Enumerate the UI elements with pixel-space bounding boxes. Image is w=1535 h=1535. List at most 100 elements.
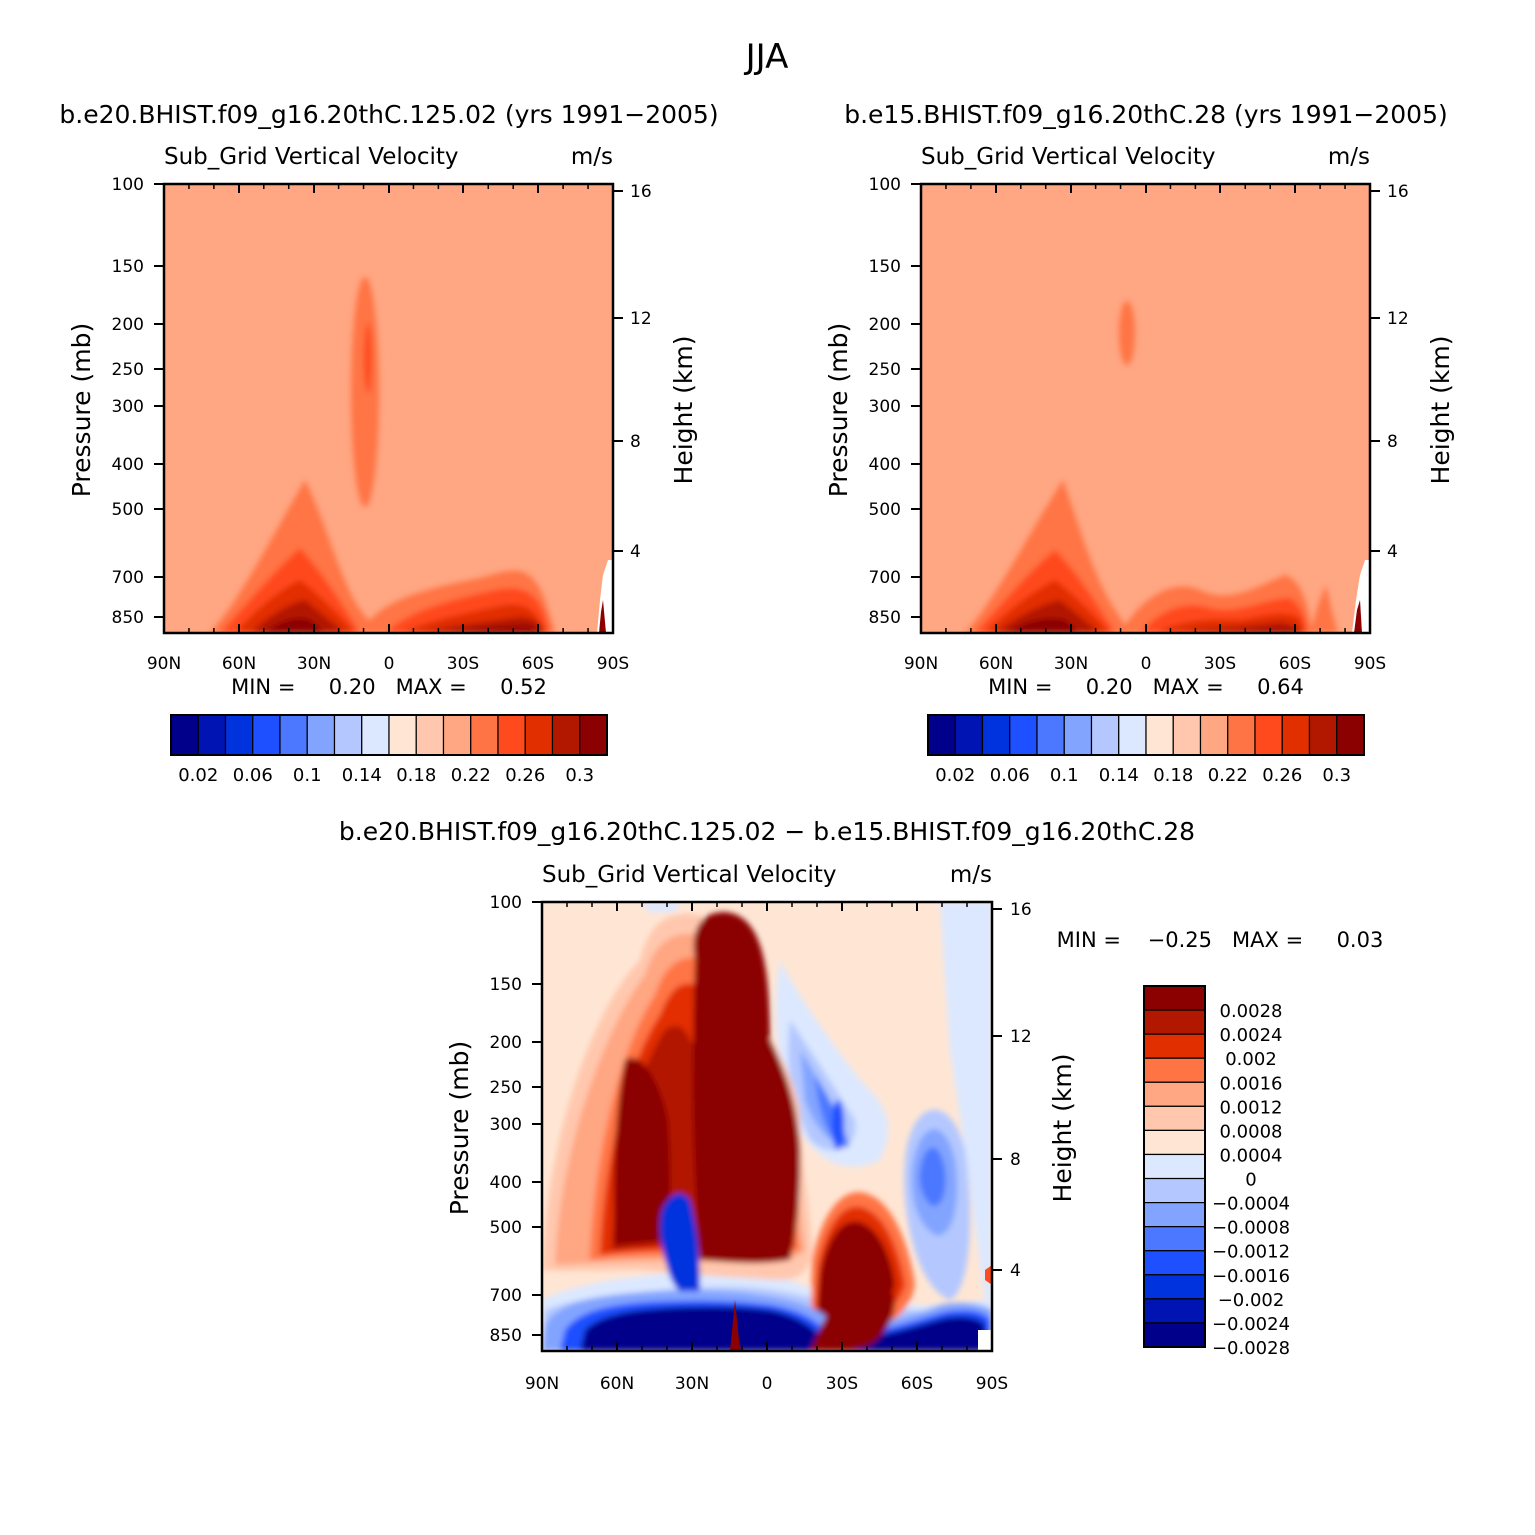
colorbar-label: 0.26 bbox=[505, 765, 545, 786]
y-tick-label: 700 bbox=[490, 1286, 522, 1306]
x-tick-label: 30S bbox=[826, 1374, 858, 1394]
x-tick-label: 30N bbox=[675, 1374, 709, 1394]
x-tick-label: 0 bbox=[1141, 654, 1152, 674]
panel-right-units: m/s bbox=[1328, 144, 1370, 170]
x-tick-label: 60S bbox=[1279, 654, 1311, 674]
colorbar-swatch bbox=[1090, 714, 1120, 756]
colorbar-label: −0.0008 bbox=[1212, 1218, 1290, 1239]
y-right-tick-label: 4 bbox=[1387, 542, 1398, 562]
y-tick-label: 700 bbox=[112, 568, 144, 588]
colorbar-label: 0.02 bbox=[935, 765, 975, 786]
colorbar-swatch bbox=[1143, 1105, 1206, 1132]
colorbar-swatch bbox=[470, 714, 499, 756]
panel-diff-colorbar: 0.0028 0.0024 0.002 0.0016 0.0012 0.0008 0.000… bbox=[1143, 985, 1290, 1359]
colorbar-swatch bbox=[1281, 714, 1311, 756]
colorbar-swatch bbox=[361, 714, 390, 756]
x-tick-label: 90N bbox=[525, 1374, 559, 1394]
y-tick-label: 250 bbox=[490, 1078, 522, 1098]
stats-label: MIN = 0.20 MAX = 0.52 bbox=[231, 675, 547, 699]
panel-diff-axes bbox=[532, 901, 1002, 1351]
y-tick-label: 400 bbox=[490, 1173, 522, 1193]
y-tick-label: 100 bbox=[869, 175, 901, 195]
colorbar-label: 0.1 bbox=[293, 765, 322, 786]
y-tick-label: 400 bbox=[869, 455, 901, 475]
y-tick-label: 850 bbox=[112, 608, 144, 628]
y-tick-label: 150 bbox=[490, 975, 522, 995]
colorbar-swatch bbox=[1199, 714, 1229, 756]
colorbar-swatch bbox=[1143, 1153, 1206, 1180]
colorbar-swatch bbox=[1143, 1081, 1206, 1107]
colorbar-swatch bbox=[170, 714, 199, 756]
colorbar-label: 0.0004 bbox=[1220, 1145, 1283, 1166]
panel-left-axes bbox=[154, 183, 623, 633]
x-tick-label: 90N bbox=[147, 654, 181, 674]
colorbar-swatch bbox=[333, 714, 363, 756]
colorbar-swatch bbox=[954, 714, 984, 756]
colorbar-label: 0.3 bbox=[1322, 765, 1351, 786]
y-tick-label: 200 bbox=[112, 315, 144, 335]
colorbar-swatch bbox=[1143, 1298, 1206, 1324]
colorbar-swatch bbox=[1036, 714, 1065, 756]
y-tick-label: 300 bbox=[112, 397, 144, 417]
y-tick-label: 500 bbox=[112, 500, 144, 520]
colorbar-label: 0.14 bbox=[342, 765, 382, 786]
y-right-axis-label: Height (km) bbox=[1426, 336, 1455, 485]
colorbar-swatch bbox=[1336, 714, 1365, 756]
y-tick-label: 200 bbox=[869, 315, 901, 335]
colorbar-label: 0 bbox=[1245, 1170, 1256, 1191]
colorbar-swatch bbox=[442, 714, 472, 756]
panel-diff: b.e20.BHIST.f09_g16.20thC.125.02 − b.e15… bbox=[339, 817, 1383, 1394]
panel-left-units: m/s bbox=[571, 144, 613, 170]
stats-label: MIN = −0.25 MAX = 0.03 bbox=[1057, 928, 1384, 952]
colorbar-label: 0.22 bbox=[1208, 765, 1248, 786]
colorbar-swatch bbox=[197, 714, 227, 756]
colorbar-swatch bbox=[1143, 1033, 1206, 1059]
colorbar-swatch bbox=[1143, 1129, 1206, 1156]
colorbar-swatch bbox=[497, 714, 526, 756]
x-tick-label: 30S bbox=[1204, 654, 1236, 674]
y-tick-label: 500 bbox=[869, 500, 901, 520]
y-axis-label: Pressure (mb) bbox=[445, 1041, 474, 1215]
colorbar-swatch bbox=[1308, 714, 1338, 756]
x-tick-label: 90S bbox=[976, 1374, 1008, 1394]
panel-left: b.e20.BHIST.f09_g16.20thC.125.02 (yrs 19… bbox=[59, 100, 718, 786]
colorbar-swatch bbox=[224, 714, 254, 756]
colorbar-swatch bbox=[1143, 1009, 1206, 1035]
colorbar-swatch bbox=[1143, 1274, 1206, 1300]
colorbar-swatch bbox=[981, 714, 1011, 756]
colorbar-label: −0.0028 bbox=[1212, 1338, 1290, 1359]
x-tick-label: 30N bbox=[1054, 654, 1088, 674]
colorbar-label: 0.18 bbox=[1153, 765, 1193, 786]
colorbar-frame bbox=[1143, 985, 1206, 1348]
panel-diff-field bbox=[542, 902, 992, 1351]
colorbar-label: −0.0012 bbox=[1212, 1242, 1290, 1263]
y-right-tick-label: 8 bbox=[630, 432, 641, 452]
colorbar-swatch bbox=[579, 714, 608, 756]
y-right-tick-label: 12 bbox=[1387, 309, 1409, 329]
y-tick-label: 850 bbox=[490, 1326, 522, 1346]
y-tick-label: 200 bbox=[490, 1033, 522, 1053]
panel-right-colorbar: 0.02 0.06 0.1 0.14 0.18 0.22 0.26 0.3 bbox=[927, 714, 1365, 786]
panel-left-subtitle: Sub_Grid Vertical Velocity bbox=[164, 144, 459, 170]
y-tick-label: 500 bbox=[490, 1218, 522, 1238]
y-tick-label: 100 bbox=[490, 893, 522, 913]
panel-right-axes bbox=[911, 183, 1380, 633]
x-tick-label: 30N bbox=[297, 654, 331, 674]
colorbar-swatch bbox=[1143, 1177, 1206, 1204]
y-right-tick-label: 12 bbox=[630, 309, 652, 329]
colorbar-swatch bbox=[1254, 714, 1283, 756]
y-right-tick-label: 8 bbox=[1387, 432, 1398, 452]
colorbar-swatch bbox=[1172, 714, 1202, 756]
colorbar-swatch bbox=[1143, 1201, 1206, 1228]
colorbar-swatch bbox=[388, 714, 417, 756]
y-tick-label: 300 bbox=[490, 1115, 522, 1135]
y-tick-label: 100 bbox=[112, 175, 144, 195]
x-tick-label: 90S bbox=[1354, 654, 1386, 674]
colorbar-swatch bbox=[1143, 1250, 1206, 1276]
x-tick-label: 60S bbox=[901, 1374, 933, 1394]
colorbar-swatch bbox=[1143, 1322, 1206, 1348]
colorbar-label: −0.002 bbox=[1218, 1290, 1285, 1311]
colorbar-label: 0.06 bbox=[233, 765, 273, 786]
colorbar-swatch bbox=[1063, 714, 1093, 756]
